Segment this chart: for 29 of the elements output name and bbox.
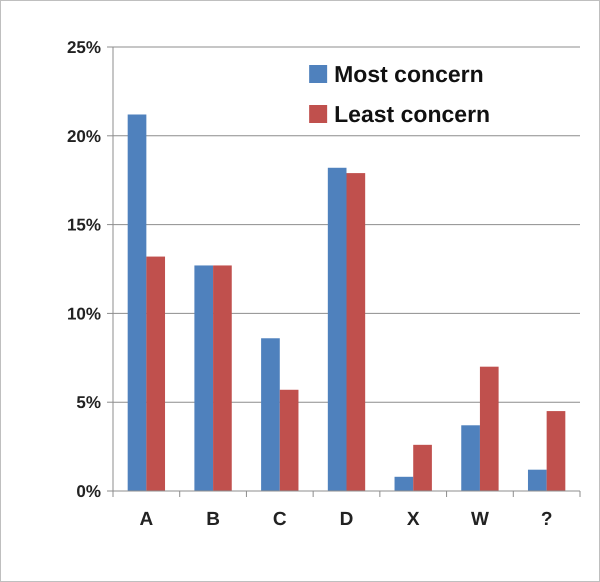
bar bbox=[128, 114, 146, 491]
bar bbox=[328, 168, 346, 491]
y-tick-label: 15% bbox=[66, 216, 101, 235]
x-tick-label: ? bbox=[540, 509, 552, 530]
x-tick-label: W bbox=[470, 509, 489, 530]
y-tick-label: 20% bbox=[66, 126, 101, 146]
y-tick-label: 25% bbox=[66, 38, 101, 57]
x-tick-label: X bbox=[406, 509, 420, 530]
bar bbox=[413, 444, 432, 491]
bar bbox=[346, 173, 366, 491]
bar bbox=[394, 476, 414, 491]
bar bbox=[280, 390, 298, 491]
x-tick-label: A bbox=[139, 509, 154, 530]
x-tick-label: D bbox=[340, 509, 354, 530]
bar bbox=[528, 470, 547, 491]
legend-label: Least concern bbox=[334, 101, 490, 128]
x-tick-label: B bbox=[206, 509, 220, 530]
x-tick-label: C bbox=[272, 509, 287, 530]
bar bbox=[146, 256, 166, 491]
y-tick-label: 10% bbox=[66, 304, 101, 324]
bar bbox=[261, 338, 280, 491]
bar bbox=[461, 425, 480, 491]
legend-label: Most concern bbox=[334, 61, 484, 88]
bar bbox=[194, 265, 214, 491]
bar bbox=[546, 411, 566, 491]
bar bbox=[213, 265, 232, 491]
bar bbox=[480, 366, 499, 491]
y-tick-label: 0% bbox=[76, 482, 101, 501]
y-tick-label: 5% bbox=[76, 393, 101, 412]
